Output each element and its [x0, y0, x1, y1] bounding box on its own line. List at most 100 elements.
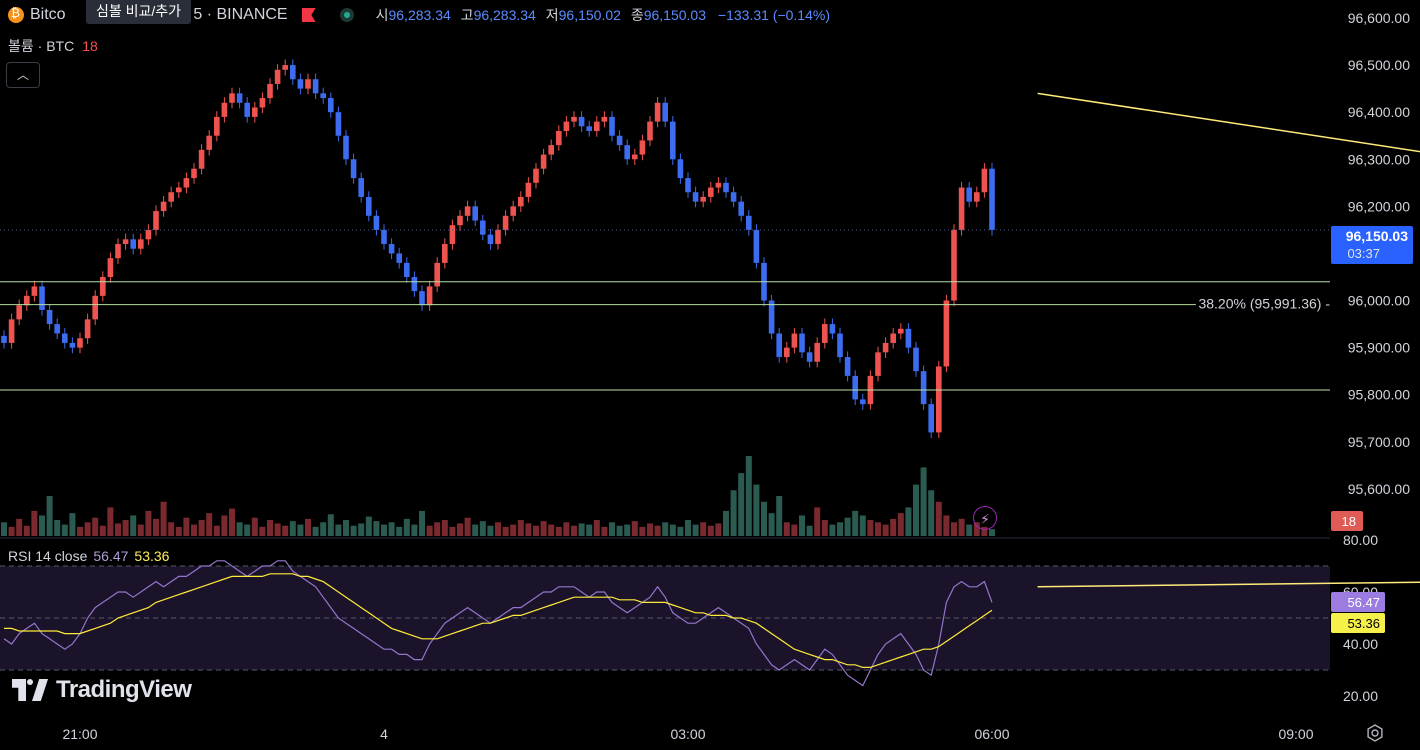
candle-body: [100, 277, 106, 296]
rsi-tick-label: 40.00: [1343, 636, 1378, 652]
volume-bar: [1, 522, 7, 536]
candle-body: [221, 102, 228, 117]
volume-bar: [411, 524, 418, 536]
volume-tag-value: 18: [1342, 514, 1356, 529]
candle-body: [495, 229, 501, 245]
candle-body: [464, 206, 471, 216]
volume-bar: [745, 456, 752, 536]
volume-bar: [624, 524, 631, 536]
candle-body: [844, 357, 851, 376]
low-value: 96,150.02: [558, 7, 621, 23]
volume-legend[interactable]: 볼륨 · BTC 18: [8, 36, 98, 56]
volume-bar: [738, 473, 745, 536]
rsi-tag-value: 56.47: [1347, 595, 1380, 610]
candle-body: [236, 93, 243, 103]
candle-body: [768, 300, 775, 334]
volume-bar: [77, 526, 83, 536]
candle-body: [875, 352, 881, 376]
price-trend-line: [1037, 92, 1420, 153]
candle-body: [685, 178, 691, 193]
candle-body: [928, 404, 934, 433]
candle-body: [882, 342, 889, 353]
candle-body: [753, 229, 760, 263]
candle-body: [426, 286, 433, 306]
candle-body: [320, 93, 326, 99]
candle-body: [989, 168, 995, 230]
volume-bar: [966, 524, 973, 536]
candle-body: [343, 135, 349, 160]
volume-bar: [69, 513, 76, 536]
candle-body: [191, 168, 197, 179]
lightning-icon[interactable]: ⚡: [973, 506, 997, 530]
market-status-icon[interactable]: [339, 8, 354, 22]
volume-bar: [39, 515, 45, 536]
flag-icon[interactable]: [301, 8, 316, 22]
volume-bar: [191, 524, 197, 536]
candle-body: [259, 98, 266, 108]
candle-body: [92, 295, 98, 320]
candle-body: [62, 333, 68, 343]
volume-bar: [373, 521, 380, 536]
volume-bar: [875, 522, 881, 536]
volume-bar: [761, 501, 767, 536]
candle-body: [138, 239, 144, 249]
volume-bar: [890, 518, 897, 536]
rsi-value: 56.47: [93, 548, 129, 564]
volume-bar: [935, 501, 942, 536]
volume-bar: [16, 518, 23, 536]
candle-body: [472, 206, 478, 221]
brand-name: TradingView: [56, 676, 192, 703]
volume-bar: [715, 523, 722, 536]
candle-body: [662, 102, 668, 122]
volume-bar: [365, 516, 372, 536]
bitcoin-icon: [8, 6, 24, 23]
candle-body: [525, 182, 532, 197]
volume-bar: [206, 513, 213, 536]
candle-body: [487, 234, 494, 245]
candle-body: [936, 366, 942, 433]
volume-bar: [859, 515, 866, 536]
volume-bar: [525, 523, 532, 536]
candle-body: [540, 154, 547, 169]
volume-bar: [244, 524, 251, 536]
volume-bar: [920, 467, 927, 536]
tradingview-logo[interactable]: TradingView: [12, 676, 192, 704]
symbol-name[interactable]: Bitco: [30, 6, 66, 23]
collapse-legend-button[interactable]: ︿: [6, 62, 40, 88]
settings-icon[interactable]: [1366, 724, 1384, 742]
interval-exchange[interactable]: · 5 · BINANCE: [183, 6, 288, 23]
high-value: 96,283.34: [473, 7, 536, 23]
volume-bar: [791, 524, 798, 536]
volume-bar: [99, 525, 106, 536]
candle-body: [860, 399, 866, 405]
volume-bar: [768, 513, 775, 536]
tradingview-logo-icon: [12, 679, 48, 701]
volume-bar: [897, 513, 904, 536]
volume-bar: [829, 524, 836, 536]
rsi-legend[interactable]: RSI 14 close 56.47 53.36: [8, 548, 169, 564]
candle-body: [8, 319, 15, 343]
candle-body: [510, 206, 516, 216]
candle-body: [852, 375, 858, 400]
candle-body: [312, 79, 319, 94]
volume-bar: [593, 520, 600, 536]
candle-body: [639, 140, 646, 155]
high-label: 고: [460, 7, 474, 23]
candle-body: [966, 187, 972, 202]
volume-bar: [548, 524, 555, 536]
candle-body: [913, 347, 919, 372]
volume-bar: [677, 526, 684, 536]
candle-body: [130, 239, 136, 249]
volume-bar: [806, 525, 813, 536]
candle-body: [168, 192, 174, 202]
volume-bar: [662, 522, 669, 536]
volume-bar: [517, 520, 524, 536]
volume-bar: [973, 522, 980, 536]
volume-bar: [472, 524, 479, 536]
volume-bar: [928, 490, 935, 536]
volume-bar: [122, 520, 129, 536]
last-price-tag: [1331, 226, 1413, 264]
close-value: 96,150.03: [643, 7, 707, 23]
volume-bar: [335, 524, 342, 536]
